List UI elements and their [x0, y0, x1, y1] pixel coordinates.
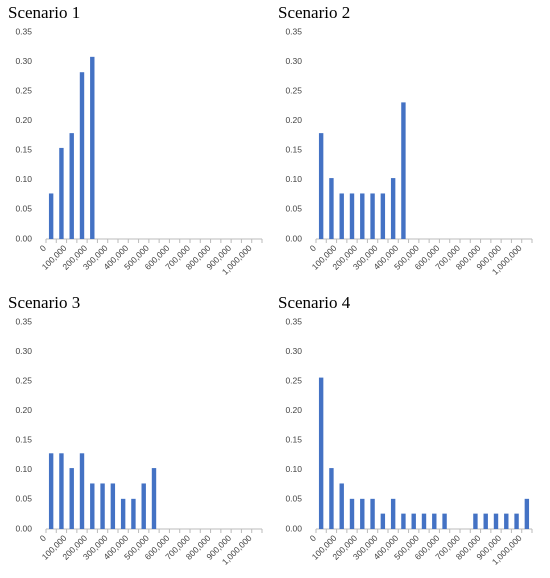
y-tick-label: 0.15	[15, 435, 32, 445]
bar	[110, 483, 116, 529]
y-tick-label: 0.30	[285, 56, 302, 66]
bar	[370, 498, 375, 529]
bar	[380, 513, 386, 529]
chart-title: Scenario 2	[278, 3, 350, 22]
bar	[514, 513, 519, 529]
x-tick-label: 0	[308, 533, 319, 544]
bar	[339, 193, 344, 239]
y-tick-label: 0.05	[285, 494, 302, 504]
y-tick-label: 0.10	[15, 464, 32, 474]
y-tick-label: 0.05	[15, 204, 32, 214]
bar	[69, 468, 74, 529]
y-tick-label: 0.10	[15, 174, 32, 184]
y-tick-label: 0.00	[15, 523, 32, 533]
bar	[401, 102, 406, 239]
bar	[318, 133, 324, 239]
bar	[411, 513, 416, 529]
y-tick-label: 0.30	[285, 346, 302, 356]
bar	[339, 483, 344, 529]
y-tick-label: 0.20	[285, 405, 302, 415]
y-tick-label: 0.25	[15, 375, 32, 385]
bar	[390, 178, 396, 239]
bar	[329, 178, 334, 239]
bar	[360, 193, 365, 239]
bar	[421, 513, 427, 529]
bar	[79, 72, 85, 240]
bar	[48, 453, 54, 529]
y-tick-label: 0.20	[285, 115, 302, 125]
x-tick-label: 0	[308, 243, 319, 254]
y-tick-label: 0.15	[285, 435, 302, 445]
y-tick-label: 0.30	[15, 56, 32, 66]
chart-title: Scenario 4	[278, 293, 351, 312]
bar	[59, 453, 64, 529]
y-tick-label: 0.05	[15, 494, 32, 504]
y-tick-label: 0.35	[285, 26, 302, 36]
y-tick-label: 0.20	[15, 405, 32, 415]
y-tick-label: 0.00	[285, 523, 302, 533]
bar	[493, 513, 499, 529]
bar	[370, 193, 375, 239]
bar	[349, 498, 355, 529]
bar	[442, 513, 447, 529]
y-tick-label: 0.15	[15, 145, 32, 155]
bar	[90, 56, 95, 240]
bar	[151, 468, 157, 529]
x-tick-label: 0	[38, 533, 49, 544]
bar	[504, 513, 509, 529]
bar	[131, 498, 136, 529]
y-tick-label: 0.20	[15, 115, 32, 125]
y-tick-label: 0.00	[285, 233, 302, 243]
y-tick-label: 0.15	[285, 145, 302, 155]
y-tick-label: 0.25	[285, 85, 302, 95]
bar	[473, 513, 478, 529]
chart-title: Scenario 3	[8, 293, 80, 312]
bar	[524, 498, 530, 529]
bar	[380, 193, 386, 239]
y-tick-label: 0.10	[285, 464, 302, 474]
y-tick-label: 0.35	[15, 26, 32, 36]
chart-title: Scenario 1	[8, 3, 80, 22]
bar	[48, 193, 54, 239]
bar	[90, 483, 95, 529]
bar	[79, 453, 85, 529]
y-tick-label: 0.25	[15, 85, 32, 95]
bar	[432, 513, 437, 529]
y-tick-label: 0.30	[15, 346, 32, 356]
bar	[141, 483, 146, 529]
bar	[483, 513, 488, 529]
bar	[401, 513, 406, 529]
y-tick-label: 0.00	[15, 233, 32, 243]
y-tick-label: 0.05	[285, 204, 302, 214]
bar	[59, 147, 64, 239]
bar	[120, 498, 126, 529]
y-tick-label: 0.25	[285, 375, 302, 385]
y-tick-label: 0.35	[15, 316, 32, 326]
bar	[318, 377, 324, 529]
x-tick-label: 0	[38, 243, 49, 254]
bar	[390, 498, 396, 529]
bar	[329, 468, 334, 529]
bar	[360, 498, 365, 529]
bar	[349, 193, 355, 239]
y-tick-label: 0.35	[285, 316, 302, 326]
y-tick-label: 0.10	[285, 174, 302, 184]
bar	[100, 483, 105, 529]
bar	[69, 133, 74, 239]
